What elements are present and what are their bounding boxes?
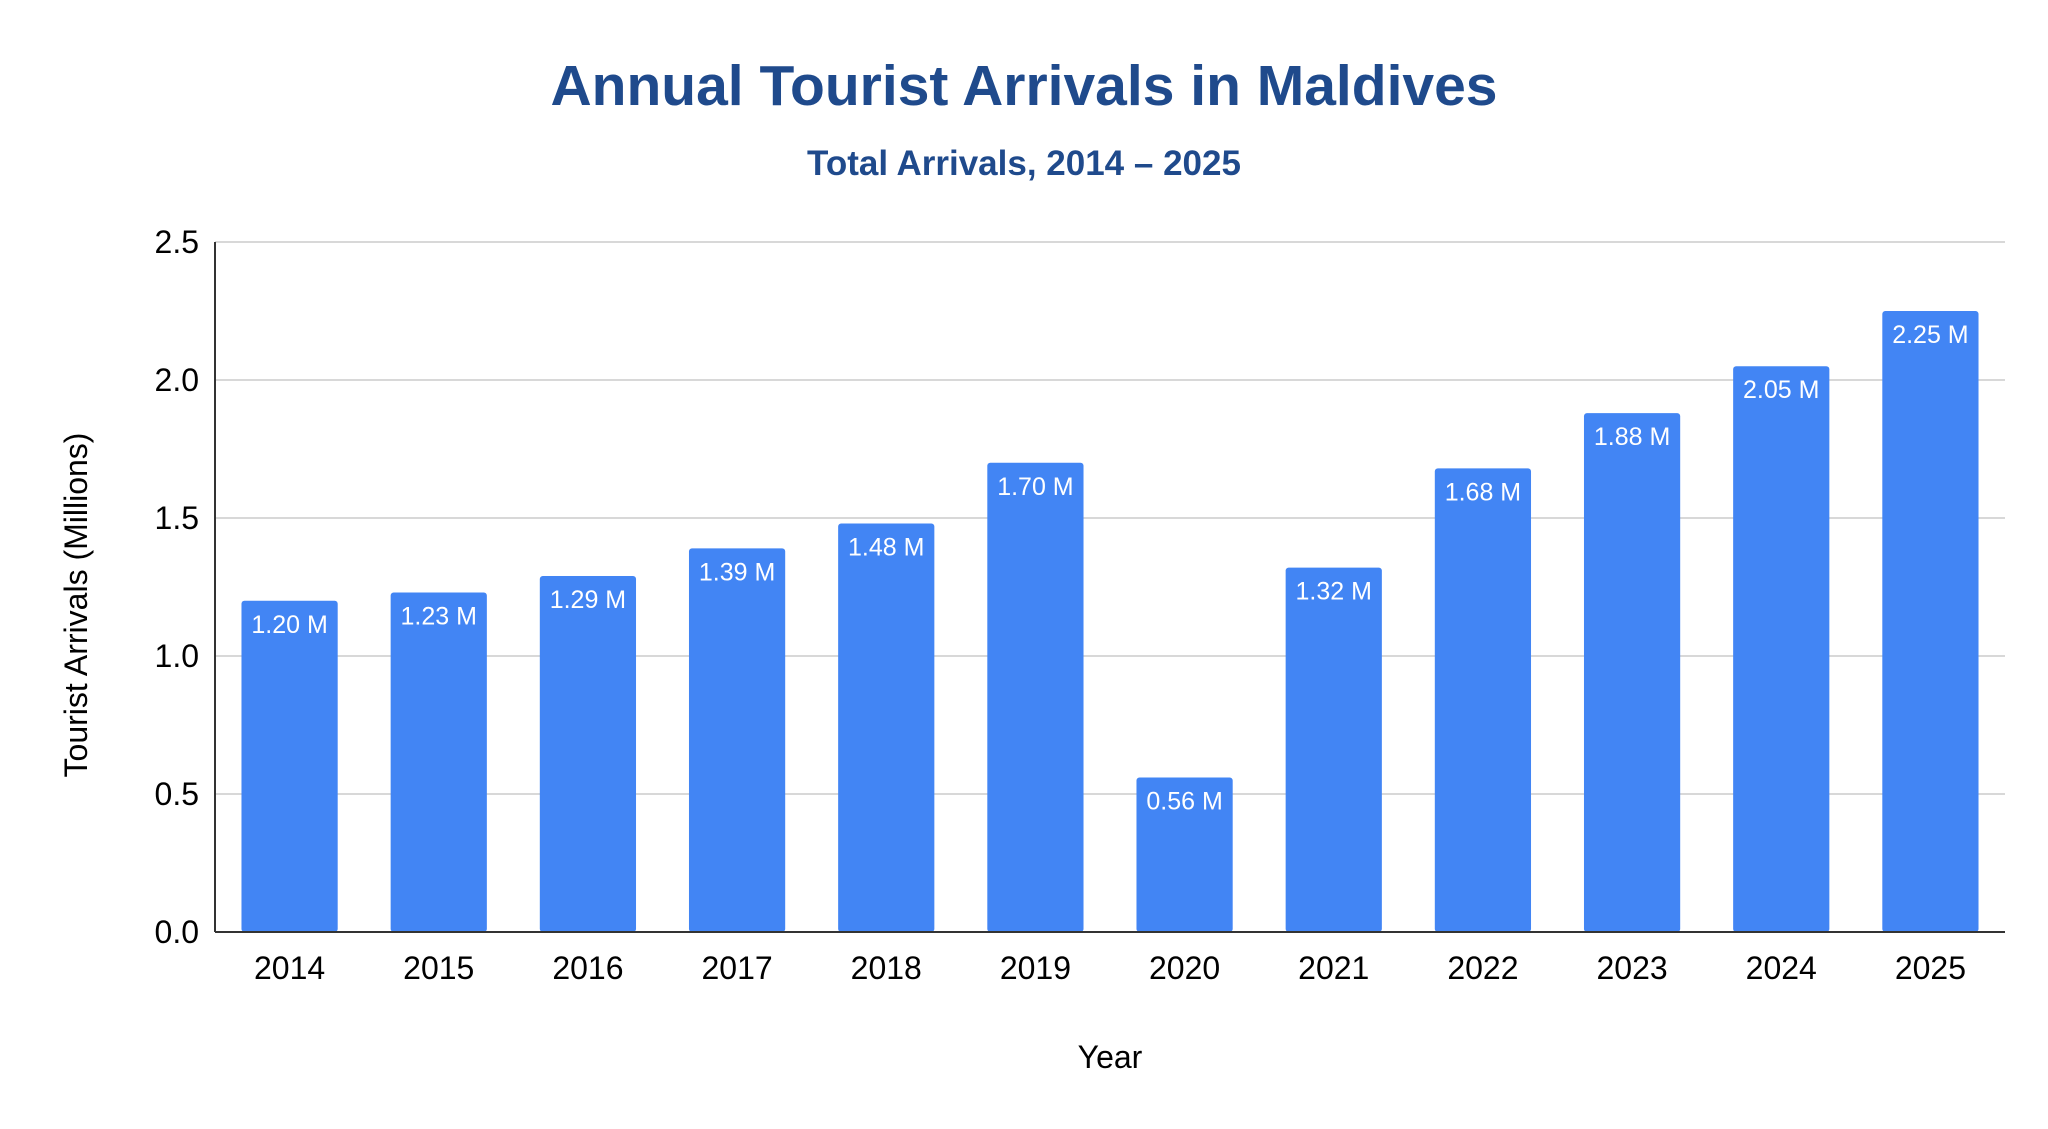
data-label-2019: 1.70 M xyxy=(997,473,1073,501)
bar-2018 xyxy=(838,523,935,932)
x-axis-ticks: 2014 2015 2016 2017 2018 2019 2020 2021 2022 2023… xyxy=(254,950,1966,986)
bar-2025 xyxy=(1882,311,1979,932)
data-label-2022: 1.68 M xyxy=(1445,478,1521,506)
data-label-2021: 1.32 M xyxy=(1296,578,1372,606)
y-tick-label: 1.5 xyxy=(155,500,199,536)
chart-subtitle: Total Arrivals, 2014 – 2025 xyxy=(807,144,1241,183)
bar-2017 xyxy=(688,548,786,932)
data-label-2017: 1.39 M xyxy=(699,558,775,586)
bar-2024 xyxy=(1733,366,1830,932)
chart-title: Annual Tourist Arrivals in Maldives xyxy=(550,54,1497,118)
y-axis-ticks: 0.0 0.5 1.0 1.5 2.0 2.5 xyxy=(155,224,199,950)
y-tick-label: 2.5 xyxy=(155,224,199,260)
bar-2019 xyxy=(987,462,1084,932)
x-tick-label: 2025 xyxy=(1895,950,1966,986)
x-axis-title: Year xyxy=(1078,1039,1143,1075)
x-tick-label: 2020 xyxy=(1149,950,1220,986)
x-tick-label: 2015 xyxy=(403,950,474,986)
bar-2014 xyxy=(241,600,338,932)
y-tick-label: 2.0 xyxy=(155,362,199,398)
data-label-2020: 0.56 M xyxy=(1146,787,1222,815)
x-tick-label: 2023 xyxy=(1596,950,1667,986)
data-label-2024: 2.05 M xyxy=(1743,376,1819,404)
y-tick-label: 1.0 xyxy=(155,638,199,674)
x-tick-label: 2021 xyxy=(1298,950,1369,986)
x-tick-label: 2016 xyxy=(552,950,623,986)
data-label-2025: 2.25 M xyxy=(1892,321,1968,349)
x-tick-label: 2019 xyxy=(1000,950,1071,986)
y-tick-label: 0.0 xyxy=(155,914,199,950)
bar-2021 xyxy=(1285,567,1382,932)
bar-2015 xyxy=(390,592,487,932)
bar-2020 xyxy=(1136,777,1233,932)
x-tick-label: 2022 xyxy=(1447,950,1518,986)
x-tick-label: 2018 xyxy=(851,950,922,986)
bar-2016 xyxy=(539,575,637,932)
data-label-2018: 1.48 M xyxy=(848,534,924,562)
x-tick-label: 2014 xyxy=(254,950,325,986)
gridlines xyxy=(215,241,2005,795)
bars xyxy=(241,311,1979,932)
bar-2022 xyxy=(1434,468,1532,932)
data-label-2016: 1.29 M xyxy=(550,586,626,614)
bar-2023 xyxy=(1583,413,1681,932)
x-tick-label: 2017 xyxy=(701,950,772,986)
data-label-2023: 1.88 M xyxy=(1594,423,1670,451)
y-tick-label: 0.5 xyxy=(155,776,199,812)
x-tick-label: 2024 xyxy=(1746,950,1817,986)
data-label-2014: 1.20 M xyxy=(251,611,327,639)
y-axis-title: Tourist Arrivals (Millions) xyxy=(58,433,94,778)
data-labels: 1.20 M 1.23 M 1.29 M 1.39 M 1.48 M 1.70 M 0.56… xyxy=(251,321,1968,815)
data-label-2015: 1.23 M xyxy=(401,603,477,631)
